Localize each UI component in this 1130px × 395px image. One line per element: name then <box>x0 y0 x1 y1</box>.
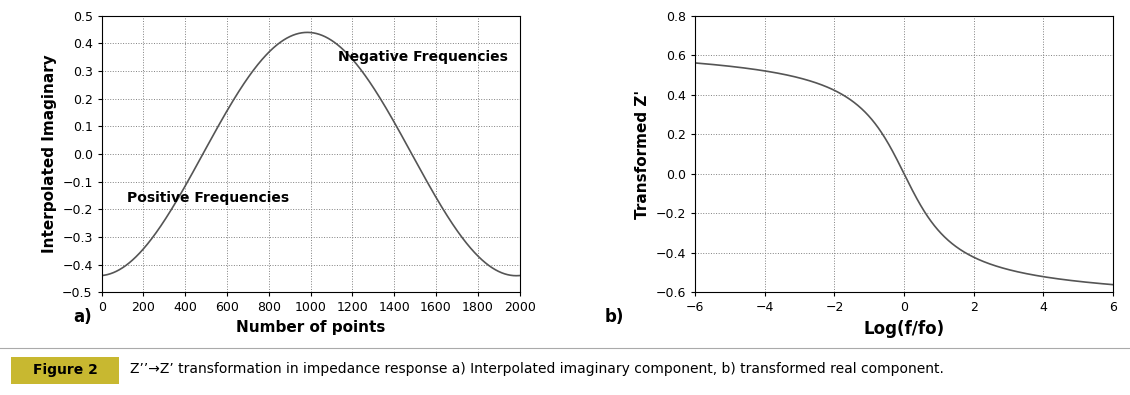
FancyBboxPatch shape <box>11 357 119 384</box>
Text: Figure 2: Figure 2 <box>33 363 97 377</box>
X-axis label: Log(f/fo): Log(f/fo) <box>863 320 945 338</box>
Text: b): b) <box>605 308 624 326</box>
Text: Positive Frequencies: Positive Frequencies <box>127 192 289 205</box>
Text: a): a) <box>73 308 92 326</box>
Text: Z’’→Z’ transformation in impedance response a) Interpolated imaginary component,: Z’’→Z’ transformation in impedance respo… <box>130 362 944 376</box>
X-axis label: Number of points: Number of points <box>236 320 385 335</box>
Y-axis label: Transformed Z': Transformed Z' <box>635 90 650 218</box>
Text: Negative Frequencies: Negative Frequencies <box>338 51 507 64</box>
Y-axis label: Interpolated Imaginary: Interpolated Imaginary <box>42 55 56 254</box>
